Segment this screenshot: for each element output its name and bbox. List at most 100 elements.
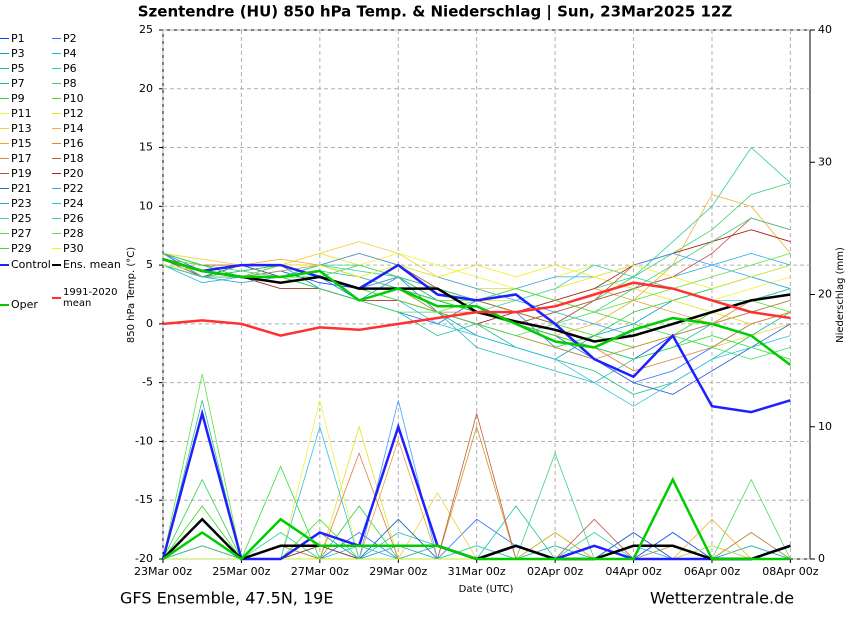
- legend-swatch: [52, 263, 61, 266]
- legend-swatch: [0, 263, 9, 266]
- y2-axis-label: Niederschlag (mm): [835, 247, 846, 343]
- legend-item: P24: [52, 198, 84, 209]
- y2-tick-label: 40: [818, 23, 832, 36]
- legend-swatch: [0, 143, 9, 144]
- legend-label: P27: [11, 227, 32, 240]
- legend-label: P5: [11, 62, 25, 75]
- legend-item: P10: [52, 93, 84, 104]
- legend-label: P30: [63, 242, 84, 255]
- legend-label: 1991-2020 mean: [63, 287, 118, 309]
- y-tick-label: 5: [146, 258, 153, 271]
- legend-item: P23: [0, 198, 32, 209]
- legend-item: P26: [52, 213, 84, 224]
- x-tick-label: 31Mar 00z: [448, 565, 506, 578]
- legend-item: P16: [52, 138, 84, 149]
- legend-item: P28: [52, 228, 84, 239]
- x-tick-label: 04Apr 00z: [605, 565, 662, 578]
- legend-swatch: [52, 248, 61, 249]
- legend-swatch: [0, 68, 9, 69]
- legend-label: P21: [11, 182, 32, 195]
- legend-item: P30: [52, 243, 84, 254]
- legend-item: P19: [0, 168, 32, 179]
- legend-label: Ens. mean: [63, 258, 121, 271]
- plot-frame: [162, 29, 811, 560]
- legend-item: P12: [52, 108, 84, 119]
- legend-swatch: [52, 203, 61, 204]
- legend-swatch: [52, 188, 61, 189]
- temp-line: [162, 281, 791, 337]
- legend-label: P14: [63, 122, 84, 135]
- legend-swatch: [0, 173, 9, 174]
- legend-label: P23: [11, 197, 32, 210]
- y2-tick-label: 0: [818, 552, 825, 565]
- legend-item: P7: [0, 78, 25, 89]
- legend-item: P14: [52, 123, 84, 134]
- lines: [161, 146, 792, 561]
- y-tick-label: 0: [146, 317, 153, 330]
- legend-label: P12: [63, 107, 84, 120]
- legend-swatch: [52, 53, 61, 54]
- legend-label: P18: [63, 152, 84, 165]
- legend-swatch: [52, 128, 61, 129]
- x-tick-label: 23Mar 00z: [134, 565, 192, 578]
- y-axis-label: 850 hPa Temp. (°C): [126, 247, 137, 343]
- y2-tick-label: 20: [818, 288, 832, 301]
- legend-item: P20: [52, 168, 84, 179]
- legend-item: P6: [52, 63, 77, 74]
- legend-swatch: [52, 83, 61, 84]
- y-tick-label: 15: [139, 141, 153, 154]
- legend-item: Oper: [0, 299, 38, 310]
- legend-item: P29: [0, 243, 32, 254]
- x-tick-label: 08Apr 00z: [762, 565, 819, 578]
- legend-item: P25: [0, 213, 32, 224]
- legend-swatch: [0, 113, 9, 114]
- legend-item: P13: [0, 123, 32, 134]
- legend-label: P22: [63, 182, 84, 195]
- y-tick-label: 25: [139, 23, 153, 36]
- legend-item: P1: [0, 33, 25, 44]
- y-tick-label: 20: [139, 82, 153, 95]
- legend-swatch: [52, 158, 61, 159]
- legend-label: P2: [63, 32, 77, 45]
- legend-item: 1991-2020 mean: [52, 287, 125, 309]
- legend-item: P2: [52, 33, 77, 44]
- x-tick-label: 02Apr 00z: [527, 565, 584, 578]
- legend-swatch: [0, 188, 9, 189]
- x-axis-label: Date (UTC): [459, 584, 514, 595]
- legend-label: Oper: [11, 298, 38, 311]
- legend-label: P10: [63, 92, 84, 105]
- temp-line: [162, 258, 792, 366]
- source-label: GFS Ensemble, 47.5N, 19E: [120, 589, 333, 608]
- precip-line: [162, 476, 791, 561]
- legend-swatch: [52, 173, 61, 174]
- legend-swatch: [52, 68, 61, 69]
- legend-swatch: [0, 158, 9, 159]
- legend-swatch: [0, 38, 9, 39]
- y-tick-label: -20: [135, 552, 153, 565]
- legend-label: P26: [63, 212, 84, 225]
- legend-label: P19: [11, 167, 32, 180]
- legend-item: P17: [0, 153, 32, 164]
- legend-swatch: [0, 53, 9, 54]
- x-tick-label: 29Mar 00z: [369, 565, 427, 578]
- legend-item: P3: [0, 48, 25, 59]
- legend-label: P24: [63, 197, 84, 210]
- temp-line: [162, 258, 791, 414]
- x-tick-label: 27Mar 00z: [291, 565, 349, 578]
- y-tick-label: 10: [139, 199, 153, 212]
- y2-tick-label: 10: [818, 420, 832, 433]
- legend-item: Ens. mean: [52, 259, 121, 270]
- legend-item: P9: [0, 93, 25, 104]
- legend-label: P6: [63, 62, 77, 75]
- legend-label: P15: [11, 137, 32, 150]
- legend-label: P20: [63, 167, 84, 180]
- legend-item: P22: [52, 183, 84, 194]
- legend-label: P9: [11, 92, 25, 105]
- chart-title: Szentendre (HU) 850 hPa Temp. & Niedersc…: [138, 3, 733, 22]
- legend-item: Control: [0, 259, 51, 270]
- legend-label: P17: [11, 152, 32, 165]
- legend-item: P18: [52, 153, 84, 164]
- legend-swatch: [52, 233, 61, 234]
- legend-item: P5: [0, 63, 25, 74]
